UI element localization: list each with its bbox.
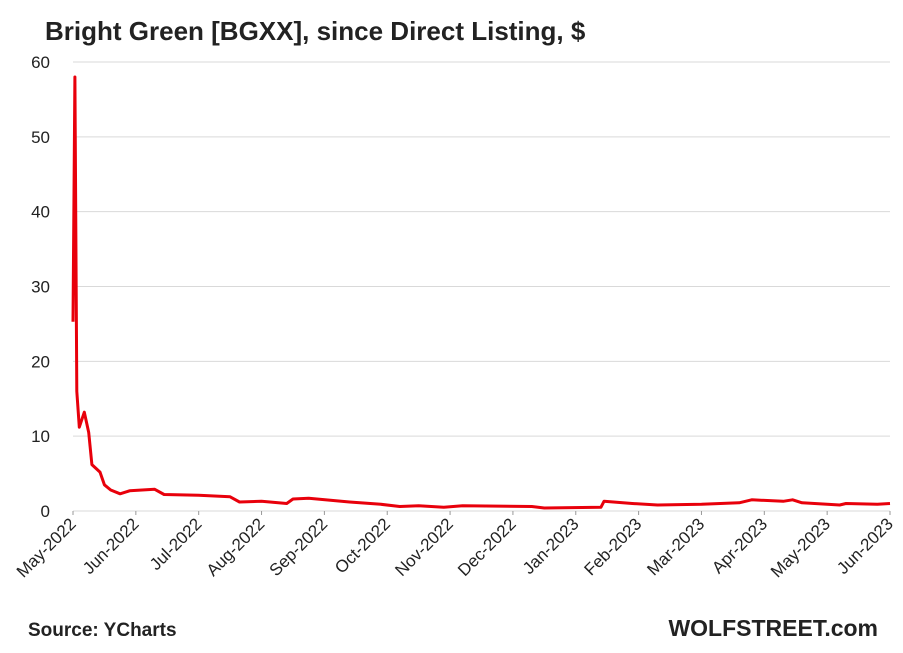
source: Source: YCharts bbox=[28, 620, 177, 641]
y-tick-label: 20 bbox=[31, 352, 50, 371]
chart-title: Bright Green [BGXX], since Direct Listin… bbox=[45, 16, 586, 46]
y-tick-label: 30 bbox=[31, 278, 50, 297]
y-tick-label: 40 bbox=[31, 203, 50, 222]
y-tick-label: 10 bbox=[31, 427, 50, 446]
brand: WOLFSTREET.com bbox=[668, 615, 878, 641]
y-tick-label: 0 bbox=[41, 502, 50, 521]
price-line bbox=[71, 75, 891, 510]
y-tick-label: 60 bbox=[31, 53, 50, 72]
y-tick-label: 50 bbox=[31, 128, 50, 147]
